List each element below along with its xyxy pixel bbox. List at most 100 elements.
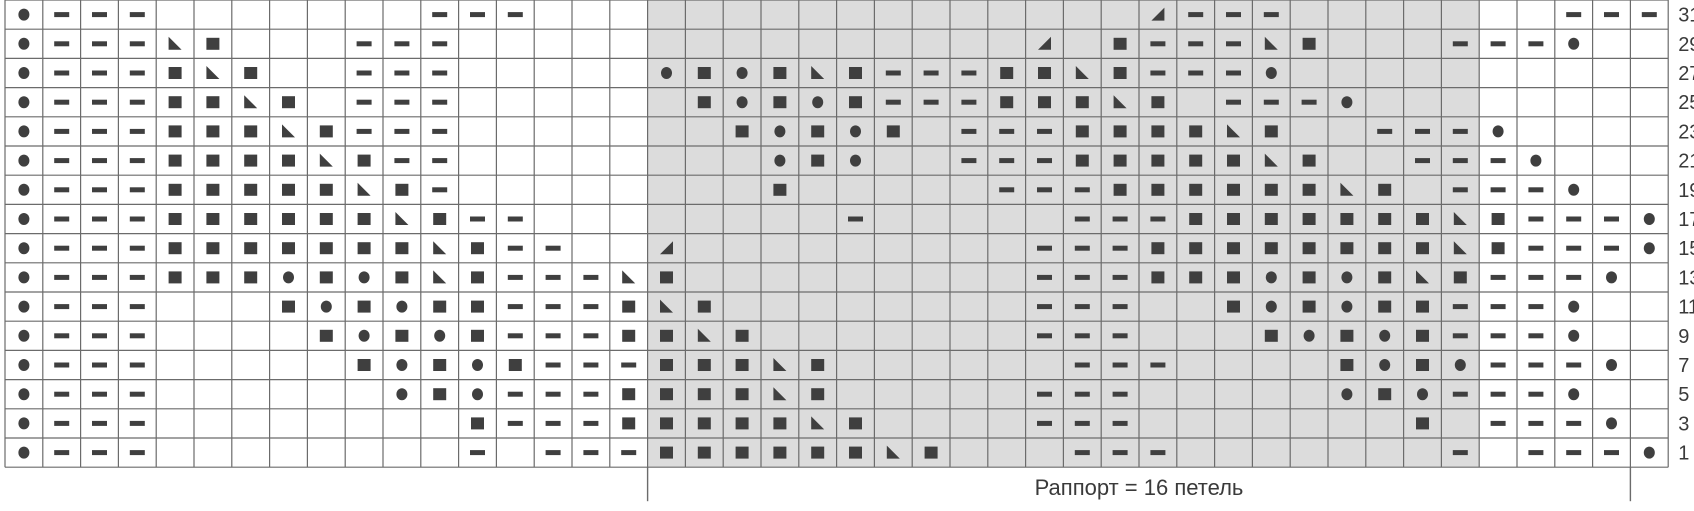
- purl-r21-c27: [999, 158, 1015, 164]
- edge-stitch-r27-c20: [736, 67, 748, 79]
- knit-r1-c20: [735, 446, 749, 459]
- left-leaning-decrease-r1-c24: [886, 445, 900, 459]
- purl-r23-c37: [1377, 128, 1393, 134]
- knit-r1-c25: [924, 446, 938, 459]
- purl-r11-c29: [1074, 304, 1090, 310]
- knit-r11-c12: [433, 300, 447, 313]
- edge-stitch-r13-c10: [358, 271, 370, 284]
- purl-r31-c43: [1604, 12, 1619, 18]
- purl-r25-c34: [1263, 99, 1279, 105]
- knit-r13-c35: [1302, 271, 1316, 284]
- knit-r17-c37: [1378, 213, 1392, 225]
- left-leaning-decrease-r5-c21: [773, 387, 787, 401]
- purl-r17-c29: [1074, 216, 1090, 222]
- edge-stitch-r7-c43: [1606, 359, 1617, 371]
- purl-r1-c43: [1604, 450, 1619, 456]
- purl-r3-c41: [1528, 420, 1544, 426]
- purl-r17-c43: [1604, 216, 1619, 222]
- purl-r29-c33: [1226, 41, 1241, 47]
- row-number: 19: [1678, 180, 1694, 202]
- purl-r11-c14: [507, 304, 523, 310]
- purl-r27-c4: [129, 70, 145, 76]
- knit-r19-c37: [1378, 183, 1392, 196]
- purl-r23-c39: [1452, 128, 1468, 134]
- purl-r7-c30: [1112, 362, 1128, 368]
- purl-r21-c3: [92, 158, 107, 164]
- purl-r17-c41: [1528, 216, 1544, 222]
- purl-r9-c4: [129, 333, 145, 339]
- knit-r21-c30: [1113, 154, 1127, 167]
- left-leaning-decrease-r17-c11: [395, 212, 409, 225]
- purl-r9-c41: [1528, 333, 1544, 339]
- purl-r3-c14: [507, 420, 523, 426]
- purl-r5-c2: [54, 391, 70, 397]
- row-number: 23: [1678, 121, 1694, 143]
- row-number: 5: [1678, 384, 1689, 406]
- left-leaning-decrease-r13-c38: [1416, 270, 1429, 284]
- purl-r11-c3: [92, 304, 107, 310]
- row-number: 3: [1678, 413, 1689, 435]
- purl-r13-c15: [545, 274, 561, 280]
- purl-r25-c11: [394, 99, 410, 105]
- purl-r3-c16: [583, 420, 599, 426]
- purl-r19-c40: [1490, 187, 1506, 193]
- purl-r13-c16: [583, 274, 599, 280]
- knit-r17-c10: [357, 213, 371, 225]
- edge-stitch-r23-c1: [18, 125, 30, 138]
- edge-stitch-r9-c35: [1303, 329, 1315, 342]
- left-leaning-decrease-r27-c29: [1075, 66, 1089, 79]
- knit-r19-c21: [773, 183, 787, 196]
- edge-stitch-r27-c34: [1265, 67, 1277, 79]
- knit-r21-c22: [811, 154, 825, 167]
- knit-r23-c34: [1264, 125, 1278, 138]
- left-leaning-decrease-r15-c39: [1453, 241, 1467, 255]
- edge-stitch-r25-c22: [812, 96, 824, 109]
- knit-r17-c36: [1340, 213, 1354, 225]
- edge-stitch-r25-c20: [736, 96, 748, 109]
- purl-r1-c31: [1150, 450, 1166, 456]
- row-number: 7: [1678, 355, 1689, 377]
- purl-r3-c15: [545, 420, 561, 426]
- edge-stitch-r17-c1: [18, 213, 30, 225]
- purl-r31-c34: [1263, 12, 1279, 18]
- knit-r13-c31: [1151, 271, 1165, 284]
- knit-r21-c10: [357, 154, 371, 167]
- knit-r3-c13: [471, 417, 484, 430]
- knit-r19-c7: [244, 183, 258, 196]
- purl-r29-c4: [129, 41, 145, 47]
- left-leaning-decrease-r9-c19: [697, 328, 711, 342]
- edge-stitch-r17-c44: [1643, 213, 1655, 225]
- edge-stitch-r9-c10: [358, 329, 370, 342]
- knit-r19-c6: [206, 183, 220, 196]
- knit-r23-c20: [735, 125, 749, 138]
- purl-r31-c13: [470, 12, 485, 18]
- purl-r17-c31: [1150, 216, 1166, 222]
- knit-r11-c38: [1416, 300, 1429, 313]
- knit-r19-c8: [282, 183, 295, 196]
- right-leaning-decrease-r15-c18: [660, 241, 673, 255]
- purl-r7-c4: [129, 362, 145, 368]
- purl-r25-c12: [432, 99, 448, 105]
- knit-r27-c19: [697, 67, 711, 79]
- knit-r11-c35: [1302, 300, 1316, 313]
- knit-r13-c7: [244, 271, 258, 284]
- knit-r21-c7: [244, 154, 258, 167]
- purl-r13-c28: [1037, 274, 1052, 280]
- purl-r15-c29: [1074, 245, 1090, 251]
- purl-r23-c11: [394, 128, 410, 134]
- edge-stitch-r7-c13: [472, 359, 483, 371]
- purl-r19-c4: [129, 187, 145, 193]
- left-leaning-decrease-r29-c34: [1264, 36, 1278, 50]
- purl-r3-c30: [1112, 420, 1128, 426]
- knit-r11-c10: [357, 300, 371, 313]
- purl-r5-c40: [1490, 391, 1506, 397]
- purl-r3-c29: [1074, 420, 1090, 426]
- purl-r5-c14: [507, 391, 523, 397]
- edge-stitch-r7-c11: [396, 359, 408, 371]
- purl-r29-c11: [394, 41, 410, 47]
- knit-r17-c7: [244, 213, 258, 225]
- row-number: 17: [1678, 209, 1694, 231]
- edge-stitch-r31-c1: [18, 8, 30, 21]
- purl-r19-c12: [432, 187, 448, 193]
- knit-r23-c31: [1151, 125, 1165, 138]
